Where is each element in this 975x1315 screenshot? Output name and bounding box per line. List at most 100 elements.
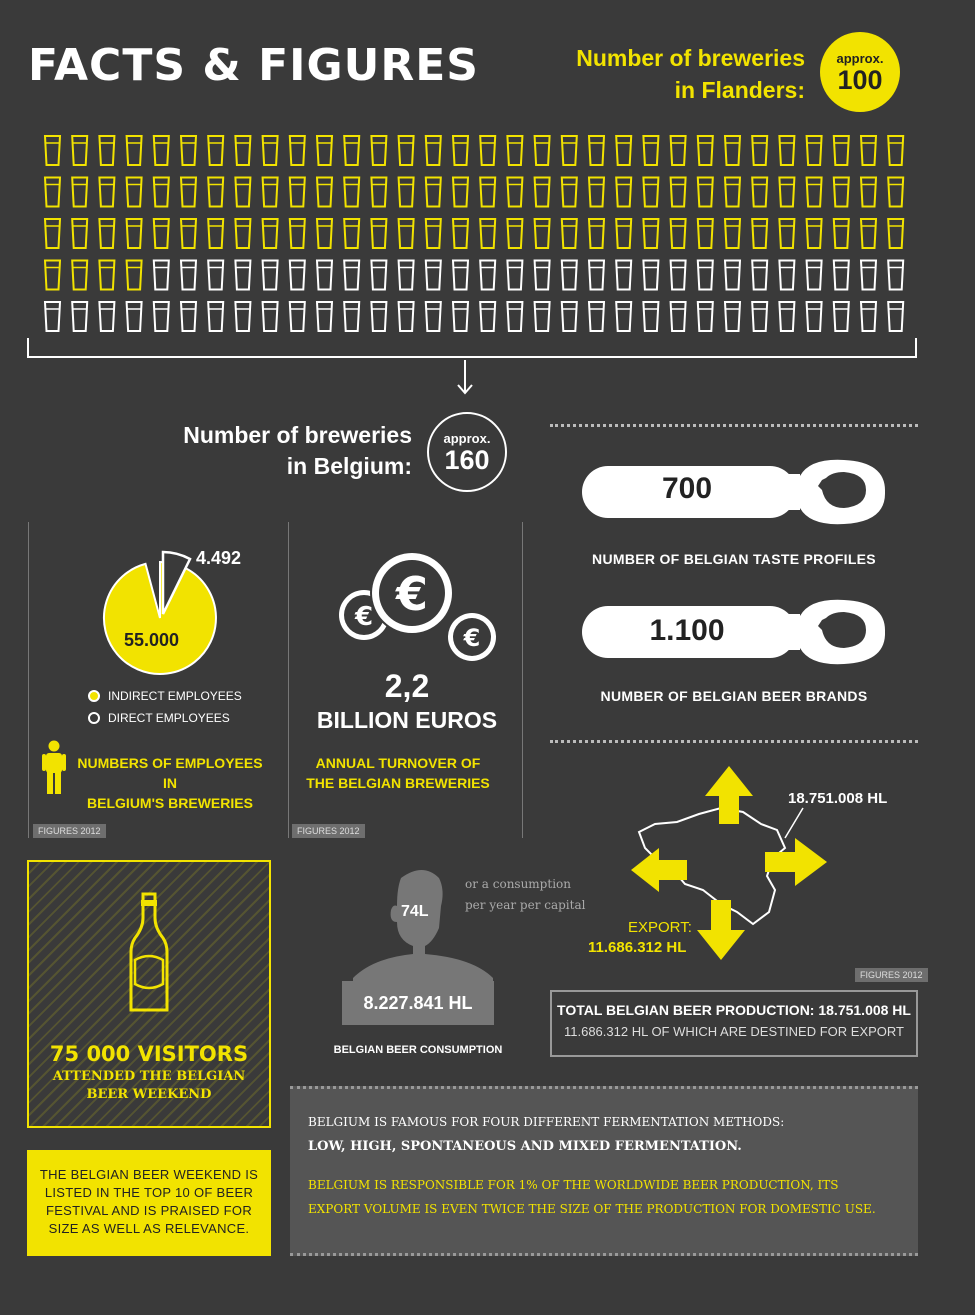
beer-glass-icon bbox=[179, 176, 198, 208]
beer-glass-icon bbox=[805, 301, 823, 332]
beer-glass-icon bbox=[859, 176, 878, 208]
svg-text:€: € bbox=[395, 567, 428, 621]
beer-glass-icon bbox=[43, 259, 62, 291]
beer-glass-icon bbox=[207, 218, 225, 249]
beer-glass-icon bbox=[587, 135, 606, 166]
beer-glass-icon bbox=[506, 218, 524, 249]
beer-glass-icon bbox=[71, 218, 89, 249]
beer-glass-icon bbox=[370, 218, 388, 249]
beer-glass-icon bbox=[615, 301, 633, 332]
beer-glass-icon bbox=[397, 259, 415, 291]
beer-glass-icon bbox=[642, 176, 660, 208]
beer-glass-icon bbox=[98, 259, 116, 291]
flanders-approx: approx. bbox=[836, 50, 884, 66]
arrow-down-icon bbox=[457, 360, 473, 395]
beer-glass-icon bbox=[234, 301, 252, 332]
beer-glass-icon bbox=[832, 259, 850, 291]
beer-brands-label: NUMBER OF BELGIAN BEER BRANDS bbox=[600, 688, 868, 704]
beer-glass-icon bbox=[751, 301, 769, 332]
legend-indirect-label: INDIRECT EMPLOYEES bbox=[108, 689, 242, 703]
svg-text:€: € bbox=[463, 624, 481, 652]
beer-glass-icon bbox=[696, 176, 714, 208]
beer-glass-icon bbox=[805, 135, 823, 166]
beer-glass-icon bbox=[125, 135, 143, 166]
belgium-map-icon bbox=[631, 766, 827, 960]
svg-text:€: € bbox=[354, 602, 373, 632]
beer-glass-icon bbox=[615, 259, 633, 291]
beer-glass-icon bbox=[234, 259, 252, 291]
employees-caption-line2: BELGIUM'S BREWERIES bbox=[87, 795, 253, 811]
bottle-opener-icon bbox=[582, 599, 886, 665]
beer-glass-icon bbox=[887, 259, 905, 291]
beer-glass-icon bbox=[370, 176, 388, 208]
direct-employees-value: 4.492 bbox=[196, 548, 242, 568]
beer-glass-icon bbox=[805, 176, 823, 208]
beer-glass-icon bbox=[587, 259, 606, 291]
beer-glass-icon bbox=[669, 259, 687, 291]
beer-glass-icon bbox=[125, 259, 143, 291]
beer-glass-icon bbox=[723, 301, 742, 332]
indirect-employees-value: 55.000 bbox=[124, 630, 180, 650]
figures-tag-turnover: FIGURES 2012 bbox=[292, 824, 365, 838]
person-icon bbox=[42, 740, 66, 794]
beer-glass-icon bbox=[778, 301, 796, 332]
beer-glass-icon bbox=[533, 259, 551, 291]
flanders-count-badge: approx. 100 bbox=[820, 32, 900, 112]
beer-glass-icon bbox=[859, 135, 878, 166]
beer-glass-icon bbox=[751, 259, 769, 291]
employees-legend: INDIRECT EMPLOYEES DIRECT EMPLOYEES bbox=[88, 689, 242, 725]
belgium-label-line2: in Belgium: bbox=[286, 453, 412, 479]
visitors-caption: ATTENDED THE BELGIAN BEER WEEKEND bbox=[29, 1068, 269, 1104]
divider-right bbox=[522, 522, 523, 838]
beer-glass-icon bbox=[343, 218, 361, 249]
map-total: 18.751.008 HL bbox=[788, 790, 888, 807]
beer-glass-icon bbox=[98, 176, 116, 208]
pie-slice-indirect bbox=[102, 560, 217, 675]
beer-glass-icon bbox=[315, 301, 334, 332]
beer-glass-icon bbox=[261, 176, 279, 208]
beer-glass-icon bbox=[832, 301, 850, 332]
beer-glass-icon bbox=[669, 176, 687, 208]
beer-glass-icon bbox=[696, 259, 714, 291]
beer-glass-icon bbox=[288, 176, 306, 208]
map-export-label: EXPORT: bbox=[628, 919, 692, 936]
consumption-value: 8.227.841 HL bbox=[342, 981, 494, 1025]
beer-glass-icon bbox=[859, 218, 878, 249]
belgium-label-line1: Number of breweries bbox=[183, 422, 412, 448]
beer-glass-icon bbox=[642, 135, 660, 166]
beer-glass-icon bbox=[71, 135, 89, 166]
beer-glass-icon bbox=[152, 259, 170, 291]
beer-glass-icon bbox=[506, 135, 524, 166]
beer-glass-icon bbox=[587, 218, 606, 249]
divider-top-right bbox=[550, 424, 918, 427]
map-export-value: 11.686.312 HL bbox=[588, 939, 687, 956]
flanders-label-line2: in Flanders: bbox=[674, 77, 805, 103]
beer-glass-icon bbox=[479, 135, 497, 166]
beer-glass-icon bbox=[560, 176, 578, 208]
beer-glass-icon bbox=[669, 218, 687, 249]
page-title: FACTS & FIGURES bbox=[28, 40, 479, 91]
beer-glass-icon bbox=[343, 259, 361, 291]
taste-profiles-value: 700 bbox=[661, 472, 713, 505]
weekend-line4: SIZE AS WELL AS RELEVANCE. bbox=[48, 1221, 250, 1236]
belgium-count-badge: approx. 160 bbox=[427, 412, 507, 492]
beer-glass-icon bbox=[152, 301, 170, 332]
belgium-approx: approx. bbox=[443, 430, 491, 446]
beer-glass-icon bbox=[98, 218, 116, 249]
beer-glass-icon bbox=[832, 176, 850, 208]
consumption-label: BELGIAN BEER CONSUMPTION bbox=[333, 1044, 503, 1056]
grid-bracket bbox=[27, 338, 917, 358]
beer-glass-icon bbox=[642, 218, 660, 249]
beer-glass-icon bbox=[71, 301, 89, 332]
beer-glass-icon bbox=[859, 301, 878, 332]
taste-profiles-label: NUMBER OF BELGIAN TASTE PROFILES bbox=[592, 551, 876, 567]
beer-glass-icon bbox=[887, 301, 905, 332]
beer-glass-icon bbox=[207, 259, 225, 291]
beer-glass-icon bbox=[370, 259, 388, 291]
beer-glass-icon bbox=[587, 176, 606, 208]
beer-glass-icon bbox=[98, 135, 116, 166]
euro-coin-icon: € bbox=[448, 613, 496, 661]
beer-glass-icon bbox=[533, 176, 551, 208]
beer-glass-icon bbox=[859, 259, 878, 291]
brewery-glass-grid bbox=[43, 135, 905, 332]
